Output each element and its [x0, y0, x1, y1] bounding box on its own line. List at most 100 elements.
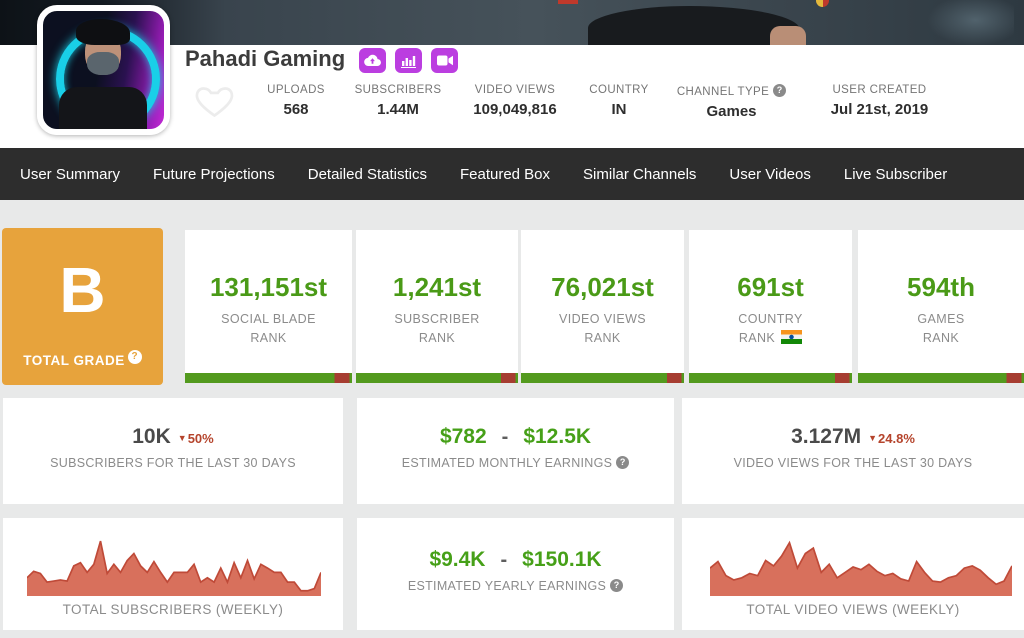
statistics-button[interactable] — [395, 48, 422, 73]
stat-value: Jul 21st, 2019 — [830, 101, 929, 118]
banner-logo-art — [558, 0, 578, 4]
country-rank-card: 691st COUNTRY RANK — [689, 230, 852, 383]
stat-label: SUBSCRIBERS — [354, 84, 442, 96]
change-percent: 24.8% — [878, 431, 915, 446]
down-arrow-icon: ▼ — [868, 433, 878, 443]
tab-detailed-statistics[interactable]: Detailed Statistics — [307, 165, 427, 183]
yearly-earnings-max: $150.1K — [522, 548, 602, 571]
change-percent: 50% — [187, 431, 214, 446]
rank-value: 131,151st — [209, 272, 328, 302]
monthly-earnings-card: $782 - $12.5K ESTIMATED MONTHLY EARNINGS… — [357, 398, 674, 504]
tab-featured-box[interactable]: Featured Box — [459, 165, 551, 183]
stat-uploads: UPLOADS 568 — [246, 84, 346, 118]
subscriber-rank-card: 1,241st SUBSCRIBER RANK — [356, 230, 518, 383]
yearly-earnings-card: $9.4K - $150.1K ESTIMATED YEARLY EARNING… — [357, 518, 674, 630]
rank-label-top: SUBSCRIBER — [394, 312, 480, 326]
video-views-rank-card: 76,021st VIDEO VIEWS RANK — [521, 230, 684, 383]
rank-label: SUBSCRIBER RANK — [356, 310, 518, 349]
channel-header — [0, 45, 1024, 148]
yearly-earnings-min: $9.4K — [429, 548, 486, 571]
yearly-earnings-help-icon[interactable]: ? — [610, 579, 624, 592]
stat-label: COUNTRY — [589, 84, 649, 96]
rank-label-top: VIDEO VIEWS — [558, 312, 647, 326]
rank-label-bottom: RANK — [418, 331, 456, 346]
tab-similar-channels[interactable]: Similar Channels — [583, 165, 697, 183]
videos-button[interactable] — [431, 48, 458, 73]
tab-user-summary[interactable]: User Summary — [20, 165, 121, 183]
upload-cloud-icon — [364, 54, 381, 67]
yearly-earnings-label: ESTIMATED YEARLY EARNINGS? — [357, 579, 674, 593]
rank-value: 76,021st — [551, 272, 654, 302]
monthly-earnings-label-text: ESTIMATED MONTHLY EARNINGS — [401, 456, 613, 470]
stat-subscribers: SUBSCRIBERS 1.44M — [343, 84, 453, 118]
channel-name: Pahadi Gaming — [185, 46, 346, 71]
video-camera-icon — [436, 55, 453, 66]
tab-live-subscriber[interactable]: Live Subscriber — [843, 165, 948, 183]
stat-label: CHANNEL TYPE? — [664, 84, 799, 98]
video-views-30d-card: 3.127M ▼24.8% VIDEO VIEWS FOR THE LAST 3… — [682, 398, 1024, 504]
favorite-button[interactable] — [192, 83, 236, 127]
rank-value: 594th — [907, 272, 975, 302]
banner-badge-art — [816, 0, 829, 7]
rank-progress-bar — [689, 373, 852, 383]
avatar-torso — [59, 87, 147, 129]
channel-banner — [0, 0, 1024, 52]
video-views-30d-value: 3.127M — [791, 425, 862, 448]
video-views-weekly-chart-card: TOTAL VIDEO VIEWS (WEEKLY) — [682, 518, 1024, 630]
rank-label-bottom: RANK — [922, 331, 960, 346]
tab-future-projections[interactable]: Future Projections — [153, 165, 275, 183]
total-grade-card: B TOTAL GRADE? — [2, 228, 163, 385]
yearly-earnings-label-text: ESTIMATED YEARLY EARNINGS — [407, 579, 607, 593]
monthly-earnings-help-icon[interactable]: ? — [616, 456, 630, 469]
earnings-separator: - — [500, 549, 508, 571]
india-flag-icon — [781, 330, 803, 345]
channel-avatar — [37, 5, 170, 135]
video-views-weekly-chart — [710, 536, 1012, 596]
tab-user-videos[interactable]: User Videos — [729, 165, 811, 183]
subscribers-weekly-chart-card: TOTAL SUBSCRIBERS (WEEKLY) — [3, 518, 343, 630]
rank-label: VIDEO VIEWS RANK — [521, 310, 684, 349]
rank-progress-bar — [858, 373, 1024, 383]
stat-channel-type: CHANNEL TYPE? Games — [664, 84, 799, 120]
stat-user-created: USER CREATED Jul 21st, 2019 — [812, 84, 947, 118]
rank-label-top: GAMES — [917, 312, 965, 326]
upload-cloud-button[interactable] — [359, 48, 386, 73]
rank-value: 691st — [737, 272, 804, 302]
rank-label: GAMES RANK — [858, 310, 1024, 349]
rank-progress-bar — [356, 373, 518, 383]
games-rank-card: 594th GAMES RANK — [858, 230, 1024, 383]
video-views-weekly-chart-label: TOTAL VIDEO VIEWS (WEEKLY) — [746, 602, 960, 617]
stat-value: 568 — [283, 101, 309, 118]
banner-person-art — [588, 6, 800, 52]
stat-country: COUNTRY IN — [580, 84, 658, 118]
subscribers-30d-value: 10K — [132, 425, 171, 448]
subscribers-weekly-chart — [27, 536, 321, 596]
rank-label-bottom: RANK — [584, 331, 621, 346]
section-tabs: User Summary Future Projections Detailed… — [0, 148, 1024, 200]
banner-person-arm-art — [770, 26, 806, 46]
subscribers-30d-label: SUBSCRIBERS FOR THE LAST 30 DAYS — [50, 456, 296, 470]
grade-help-icon[interactable]: ? — [127, 350, 142, 364]
stat-label: UPLOADS — [267, 84, 325, 96]
stat-video-views: VIDEO VIEWS 109,049,816 — [455, 84, 575, 118]
stat-label-text: CHANNEL TYPE — [676, 86, 770, 98]
stat-label: VIDEO VIEWS — [474, 84, 556, 96]
avatar-hair — [76, 19, 130, 45]
down-arrow-icon: ▼ — [177, 433, 187, 443]
monthly-earnings-min: $782 — [439, 425, 487, 448]
video-views-30d-change: ▼24.8% — [868, 431, 915, 446]
channel-type-help-icon[interactable]: ? — [773, 84, 787, 97]
monthly-earnings-max: $12.5K — [523, 425, 592, 448]
rank-value: 1,241st — [392, 272, 482, 302]
channel-action-buttons — [359, 48, 458, 73]
stat-value: Games — [706, 103, 757, 120]
avatar-mask — [87, 52, 119, 75]
stat-value: IN — [611, 101, 627, 118]
rank-label-top: SOCIAL BLADE — [221, 312, 316, 326]
grade-label-text: TOTAL GRADE — [23, 353, 125, 368]
stat-label: USER CREATED — [832, 84, 927, 96]
social-blade-rank-card: 131,151st SOCIAL BLADE RANK — [185, 230, 352, 383]
stat-value: 1.44M — [377, 101, 419, 118]
subscribers-30d-change: ▼50% — [178, 431, 214, 446]
